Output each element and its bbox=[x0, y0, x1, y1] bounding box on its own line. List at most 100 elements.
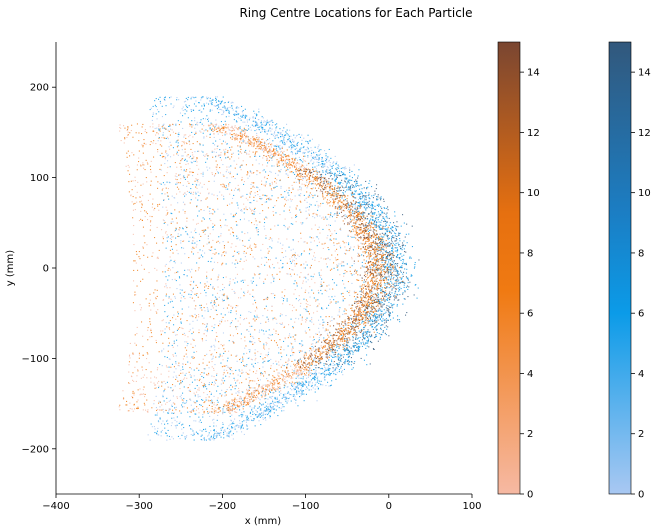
density-point bbox=[318, 164, 320, 166]
density-point bbox=[293, 394, 295, 396]
density-point bbox=[363, 323, 365, 325]
density-point bbox=[398, 319, 400, 321]
density-point bbox=[279, 214, 281, 216]
density-point bbox=[214, 382, 216, 384]
density-point bbox=[362, 214, 364, 216]
density-point bbox=[222, 413, 224, 415]
density-point bbox=[257, 126, 259, 128]
density-point bbox=[388, 275, 390, 277]
density-point bbox=[287, 337, 289, 339]
density-point bbox=[219, 100, 221, 102]
density-point bbox=[281, 402, 283, 404]
density-point bbox=[143, 393, 145, 395]
density-point bbox=[296, 152, 298, 154]
density-point bbox=[245, 415, 247, 417]
density-point bbox=[250, 138, 252, 140]
density-point bbox=[181, 379, 183, 381]
density-point bbox=[246, 425, 248, 427]
density-point bbox=[367, 222, 369, 224]
density-point bbox=[207, 310, 209, 312]
density-point bbox=[375, 285, 377, 287]
density-point bbox=[173, 331, 175, 333]
density-point bbox=[328, 159, 330, 161]
density-point bbox=[228, 129, 230, 131]
density-point bbox=[316, 173, 318, 175]
density-point bbox=[245, 421, 247, 423]
density-point bbox=[252, 280, 254, 282]
density-point bbox=[255, 155, 257, 157]
density-point bbox=[179, 289, 181, 291]
density-point bbox=[211, 257, 213, 259]
density-point bbox=[186, 435, 188, 437]
density-point bbox=[192, 143, 194, 145]
density-point bbox=[379, 338, 381, 340]
density-point bbox=[224, 127, 226, 129]
density-point bbox=[309, 375, 311, 377]
density-point bbox=[319, 355, 321, 357]
density-point bbox=[372, 197, 374, 199]
density-point bbox=[207, 308, 209, 310]
density-point bbox=[282, 300, 284, 302]
density-point bbox=[315, 382, 317, 384]
density-point bbox=[299, 169, 301, 171]
density-point bbox=[382, 278, 384, 280]
density-point bbox=[385, 223, 387, 225]
density-point bbox=[265, 121, 267, 123]
density-point bbox=[168, 409, 170, 411]
density-point bbox=[262, 391, 264, 393]
density-point bbox=[170, 234, 172, 236]
density-point bbox=[257, 136, 259, 138]
density-point bbox=[394, 279, 396, 281]
density-point bbox=[264, 228, 266, 230]
density-point bbox=[195, 131, 197, 133]
density-point bbox=[202, 416, 204, 418]
density-point bbox=[336, 350, 338, 352]
density-point bbox=[338, 346, 340, 348]
density-point bbox=[345, 344, 347, 346]
density-point bbox=[243, 183, 245, 185]
density-point bbox=[295, 366, 297, 368]
density-point bbox=[331, 380, 333, 382]
density-point bbox=[397, 234, 399, 236]
density-point bbox=[185, 194, 187, 196]
density-point bbox=[274, 145, 276, 147]
density-point bbox=[234, 428, 236, 430]
density-point bbox=[282, 153, 284, 155]
density-point bbox=[291, 372, 293, 374]
density-point bbox=[247, 428, 249, 430]
density-point bbox=[310, 160, 312, 162]
density-point bbox=[404, 236, 406, 238]
density-point bbox=[132, 379, 134, 381]
density-point bbox=[263, 282, 265, 284]
density-point bbox=[399, 289, 401, 291]
density-point bbox=[283, 160, 285, 162]
density-point bbox=[282, 244, 284, 246]
density-point bbox=[353, 246, 355, 248]
density-point bbox=[395, 225, 397, 227]
density-point bbox=[349, 206, 351, 208]
density-point bbox=[237, 189, 239, 191]
density-point bbox=[197, 215, 199, 217]
density-point bbox=[376, 275, 378, 277]
density-point bbox=[215, 309, 217, 311]
density-point bbox=[129, 342, 131, 344]
density-point bbox=[209, 110, 211, 112]
density-point bbox=[297, 405, 299, 407]
density-point bbox=[355, 179, 357, 181]
density-point bbox=[214, 126, 216, 128]
density-point bbox=[350, 350, 352, 352]
density-point bbox=[271, 238, 273, 240]
density-point bbox=[374, 296, 376, 298]
density-point bbox=[396, 251, 398, 253]
density-point bbox=[313, 373, 315, 375]
density-point bbox=[386, 328, 388, 330]
density-point bbox=[229, 203, 231, 205]
density-point bbox=[290, 223, 292, 225]
density-point bbox=[397, 277, 399, 279]
density-point bbox=[294, 148, 296, 150]
density-point bbox=[288, 246, 290, 248]
density-point bbox=[241, 416, 243, 418]
density-point bbox=[271, 396, 273, 398]
density-point bbox=[380, 224, 382, 226]
density-point bbox=[223, 437, 225, 439]
